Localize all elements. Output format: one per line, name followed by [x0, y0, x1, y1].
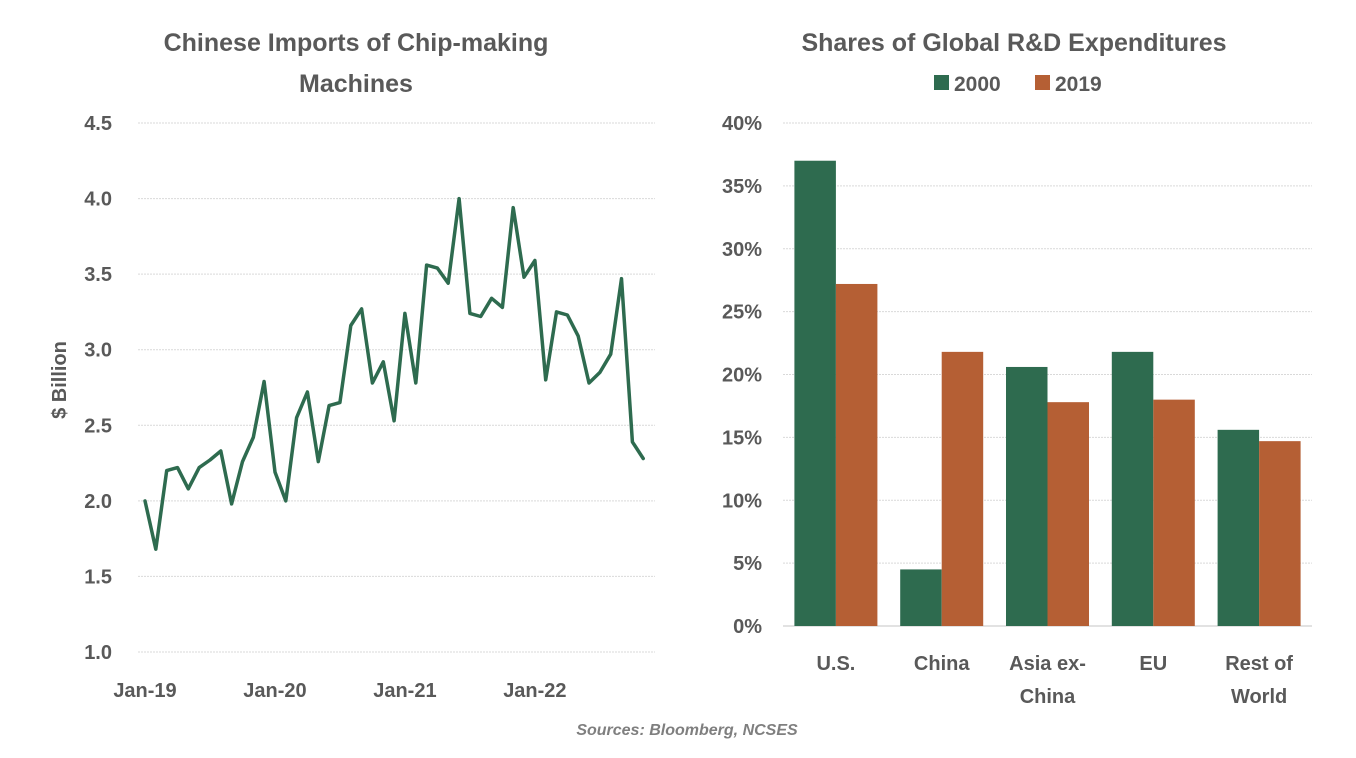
bar-2019-u-s-	[835, 283, 878, 626]
bar-chart-x-tick-label: U.S.	[816, 653, 855, 675]
line-chart-y-tick-label: 2.5	[84, 415, 112, 437]
bar-2019-china	[941, 351, 984, 626]
bar-chart-x-tick-label: Rest of	[1225, 653, 1293, 675]
bar-chart-x-tick-label: China	[914, 653, 970, 675]
legend-label-2019: 2019	[1055, 73, 1102, 96]
line-chart-x-tick-label: Jan-21	[373, 680, 436, 702]
line-chart-title-line-1: Chinese Imports of Chip-making	[164, 29, 549, 57]
bar-chart-y-tick-label: 20%	[722, 365, 762, 387]
bar-2019-eu	[1153, 399, 1195, 626]
bar-chart-y-tick-label: 5%	[733, 553, 762, 575]
bar-chart-title: Shares of Global R&D Expenditures	[801, 29, 1226, 57]
bar-2000-china	[900, 569, 942, 626]
line-chart: Chinese Imports of Chip-making Machines …	[49, 29, 655, 702]
line-chart-y-tick-label: 1.5	[84, 566, 112, 588]
bar-chart-bars	[794, 160, 1301, 626]
line-chart-y-tick-label: 1.0	[84, 642, 112, 664]
line-chart-series	[143, 196, 645, 551]
line-series-path	[143, 196, 645, 551]
bar-chart: Shares of Global R&D Expenditures 2000 2…	[722, 29, 1312, 708]
line-chart-y-tick-label: 4.0	[84, 189, 112, 211]
source-note: Sources: Bloomberg, NCSES	[576, 722, 798, 739]
bar-chart-legend: 2000 2019	[934, 73, 1102, 96]
bar-chart-y-tick-label: 10%	[722, 490, 762, 512]
bar-2019-rest-of-world	[1259, 441, 1301, 626]
bar-chart-x-tick-label: World	[1231, 686, 1287, 708]
bar-chart-x-ticks: U.S. China Asia ex- China EU Rest of World	[816, 653, 1293, 708]
legend-label-2000: 2000	[954, 73, 1001, 96]
bar-2000-rest-of-world	[1217, 429, 1260, 626]
bar-chart-x-tick-label: EU	[1139, 653, 1167, 675]
bar-chart-x-tick-label: Asia ex-	[1009, 653, 1086, 675]
bar-chart-y-tick-label: 40%	[722, 113, 762, 135]
line-chart-x-tick-label: Jan-19	[113, 680, 176, 702]
line-chart-y-axis-label: $ Billion	[49, 341, 71, 419]
bar-chart-y-tick-label: 30%	[722, 239, 762, 261]
line-chart-y-tick-label: 3.0	[84, 340, 112, 362]
line-chart-y-ticks: 1.0 1.5 2.0 2.5 3.0 3.5 4.0 4.5	[84, 113, 112, 664]
line-chart-x-tick-label: Jan-20	[243, 680, 306, 702]
bar-2000-u-s-	[794, 160, 836, 626]
bar-chart-x-tick-label: China	[1020, 686, 1076, 708]
line-chart-x-tick-label: Jan-22	[503, 680, 566, 702]
line-chart-x-ticks: Jan-19 Jan-20 Jan-21 Jan-22	[113, 680, 566, 702]
line-chart-y-tick-label: 3.5	[84, 264, 112, 286]
line-chart-y-tick-label: 2.0	[84, 491, 112, 513]
line-chart-gridlines	[138, 122, 655, 653]
legend-swatch-2000	[934, 75, 949, 90]
legend-swatch-2019	[1035, 75, 1050, 90]
bar-2019-asia-ex-china	[1047, 402, 1089, 626]
line-chart-title-line-2: Machines	[299, 70, 413, 98]
bar-2000-eu	[1111, 351, 1154, 626]
bar-chart-y-ticks: 0% 5% 10% 15% 20% 25% 30% 35% 40%	[722, 113, 762, 638]
bar-chart-y-tick-label: 25%	[722, 302, 762, 324]
bar-chart-y-tick-label: 0%	[733, 616, 762, 638]
bar-chart-y-tick-label: 15%	[722, 427, 762, 449]
line-chart-y-tick-label: 4.5	[84, 113, 112, 135]
bar-2000-asia-ex-china	[1006, 366, 1048, 626]
bar-chart-y-tick-label: 35%	[722, 176, 762, 198]
